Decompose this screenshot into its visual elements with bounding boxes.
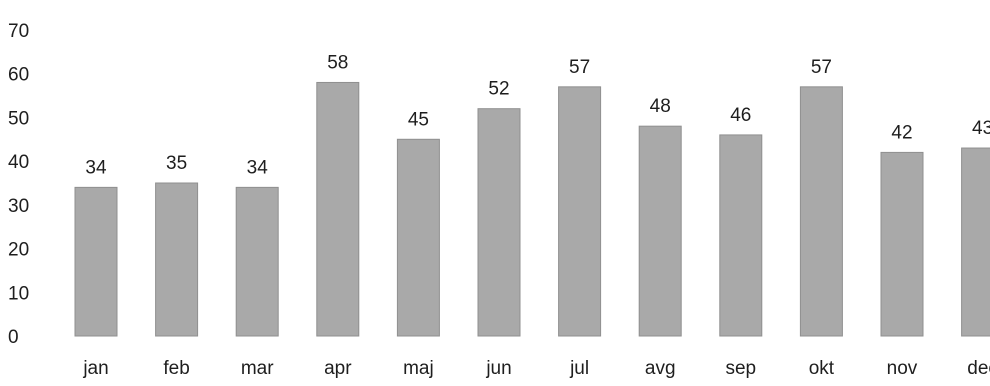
data-labels-group: 34 35 34 58 45 52 57 48 46 57 42 43 xyxy=(85,52,990,178)
y-tick-label: 20 xyxy=(8,240,29,261)
bar-jun xyxy=(477,108,521,337)
category-label-jan: jan xyxy=(82,358,108,379)
bar-sep xyxy=(719,134,763,337)
data-label-jun: 52 xyxy=(488,79,509,100)
bar-apr xyxy=(316,81,360,337)
data-label-mar: 34 xyxy=(247,157,269,178)
bar-mar xyxy=(235,186,279,337)
bar-avg xyxy=(638,125,682,337)
y-tick-label: 40 xyxy=(8,152,29,173)
category-label-nov: nov xyxy=(887,358,918,379)
bar-maj xyxy=(396,138,440,337)
category-label-jul: jul xyxy=(569,358,589,379)
category-label-avg: avg xyxy=(645,358,676,379)
data-label-feb: 35 xyxy=(166,153,187,174)
data-label-avg: 48 xyxy=(650,96,671,117)
data-label-nov: 42 xyxy=(891,122,912,143)
bar-nov xyxy=(880,151,924,337)
bars-group xyxy=(74,81,990,337)
y-tick-label: 60 xyxy=(8,65,29,86)
y-tick-label: 10 xyxy=(8,283,29,304)
data-label-sep: 46 xyxy=(730,105,751,126)
category-label-okt: okt xyxy=(809,358,835,379)
y-tick-label: 70 xyxy=(8,21,29,42)
y-tick-label: 50 xyxy=(8,108,29,129)
category-label-apr: apr xyxy=(324,358,352,379)
x-axis: jan feb mar apr maj jun jul avg sep okt nov dec xyxy=(82,358,990,379)
category-label-feb: feb xyxy=(163,358,189,379)
bar-feb xyxy=(155,182,199,337)
data-label-apr: 58 xyxy=(327,52,348,73)
bar-jul xyxy=(558,86,602,337)
category-label-mar: mar xyxy=(241,358,274,379)
y-tick-label: 0 xyxy=(8,327,19,348)
bar-jan xyxy=(74,186,118,337)
y-tick-label: 30 xyxy=(8,196,29,217)
category-label-jun: jun xyxy=(485,358,511,379)
data-label-jul: 57 xyxy=(569,57,590,78)
bar-dec xyxy=(961,147,990,337)
bar-okt xyxy=(799,86,843,337)
category-label-dec: dec xyxy=(967,358,990,379)
data-label-jan: 34 xyxy=(85,157,107,178)
category-label-sep: sep xyxy=(725,358,756,379)
category-label-maj: maj xyxy=(403,358,434,379)
y-axis: 0 10 20 30 40 50 60 70 xyxy=(8,21,29,348)
data-label-maj: 45 xyxy=(408,109,429,130)
data-label-dec: 43 xyxy=(972,118,990,139)
data-label-okt: 57 xyxy=(811,57,832,78)
